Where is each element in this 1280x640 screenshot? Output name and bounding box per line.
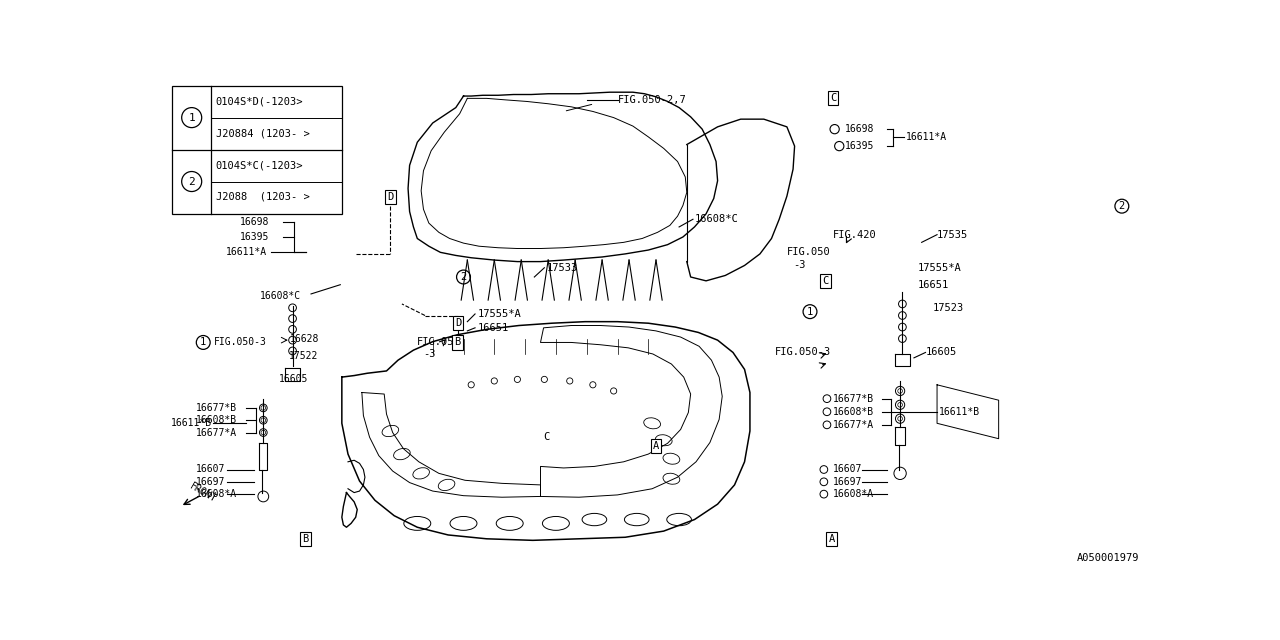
Text: 16608*A: 16608*A bbox=[833, 489, 874, 499]
Text: 1: 1 bbox=[806, 307, 813, 317]
Text: 17523: 17523 bbox=[933, 303, 964, 313]
Text: D: D bbox=[454, 318, 461, 328]
Circle shape bbox=[261, 418, 266, 422]
Text: 16628: 16628 bbox=[291, 334, 320, 344]
Text: 16698: 16698 bbox=[845, 124, 874, 134]
Bar bbox=[173, 86, 342, 214]
Text: 16651: 16651 bbox=[477, 323, 508, 333]
Text: A: A bbox=[653, 442, 659, 451]
Text: 16677*B: 16677*B bbox=[196, 403, 237, 413]
Text: 16608*B: 16608*B bbox=[196, 415, 237, 425]
Text: 17535: 17535 bbox=[937, 230, 968, 239]
Text: FIG.050-3: FIG.050-3 bbox=[214, 337, 268, 348]
Text: 2: 2 bbox=[1119, 201, 1125, 211]
Text: A050001979: A050001979 bbox=[1076, 553, 1139, 563]
Text: FIG.420: FIG.420 bbox=[833, 230, 877, 239]
Text: 16697: 16697 bbox=[196, 477, 225, 487]
Text: 1: 1 bbox=[188, 113, 195, 123]
Text: 16395: 16395 bbox=[241, 232, 270, 242]
Text: FRONT: FRONT bbox=[188, 481, 219, 504]
Text: 17555*A: 17555*A bbox=[477, 309, 521, 319]
Text: 16611*A: 16611*A bbox=[227, 247, 268, 257]
Text: B: B bbox=[454, 337, 461, 348]
Text: 16677*A: 16677*A bbox=[196, 428, 237, 438]
Text: 0104S*D(-1203>: 0104S*D(-1203> bbox=[215, 97, 303, 106]
Text: 16651: 16651 bbox=[918, 280, 948, 290]
Text: 0104S*C(-1203>: 0104S*C(-1203> bbox=[215, 161, 303, 170]
Circle shape bbox=[897, 417, 902, 421]
Text: 16697: 16697 bbox=[833, 477, 863, 487]
Text: 16607: 16607 bbox=[196, 465, 225, 474]
Text: 17555*A: 17555*A bbox=[918, 263, 961, 273]
Text: C: C bbox=[544, 432, 550, 442]
Circle shape bbox=[897, 388, 902, 393]
Circle shape bbox=[897, 403, 902, 407]
Text: J20884 (1203- >: J20884 (1203- > bbox=[215, 129, 310, 139]
Circle shape bbox=[261, 430, 266, 435]
Text: 16605: 16605 bbox=[279, 374, 308, 385]
Text: 2: 2 bbox=[461, 272, 467, 282]
Text: 2: 2 bbox=[188, 177, 195, 186]
Text: 16608*C: 16608*C bbox=[260, 291, 301, 301]
Text: 16611*A: 16611*A bbox=[906, 132, 947, 142]
Text: C: C bbox=[822, 276, 828, 286]
Text: FIG.050: FIG.050 bbox=[417, 337, 461, 348]
Text: FIG.050-3: FIG.050-3 bbox=[776, 348, 832, 358]
Text: 16677*A: 16677*A bbox=[833, 420, 874, 430]
Text: J2088  (1203- >: J2088 (1203- > bbox=[215, 192, 310, 202]
Text: 16698: 16698 bbox=[241, 216, 270, 227]
Text: FIG.050-2,7: FIG.050-2,7 bbox=[617, 95, 686, 105]
Text: 16608*B: 16608*B bbox=[833, 407, 874, 417]
Text: -3: -3 bbox=[424, 349, 436, 359]
Text: FIG.050: FIG.050 bbox=[787, 247, 831, 257]
Text: 1: 1 bbox=[200, 337, 206, 348]
Text: -3: -3 bbox=[794, 260, 805, 271]
Text: 16611*B: 16611*B bbox=[172, 419, 212, 428]
Text: C: C bbox=[829, 93, 836, 103]
Text: 17522: 17522 bbox=[289, 351, 319, 360]
Text: 16395: 16395 bbox=[845, 141, 874, 151]
Text: 16611*B: 16611*B bbox=[938, 407, 979, 417]
Text: 16608*A: 16608*A bbox=[196, 489, 237, 499]
Text: 16605: 16605 bbox=[925, 348, 956, 358]
Text: 17533: 17533 bbox=[547, 263, 577, 273]
Text: 16677*B: 16677*B bbox=[833, 394, 874, 404]
Text: B: B bbox=[302, 534, 308, 544]
Circle shape bbox=[261, 406, 266, 410]
Text: A: A bbox=[828, 534, 835, 544]
Text: 16608*C: 16608*C bbox=[695, 214, 739, 224]
Text: D: D bbox=[388, 192, 393, 202]
Text: 16607: 16607 bbox=[833, 465, 863, 474]
